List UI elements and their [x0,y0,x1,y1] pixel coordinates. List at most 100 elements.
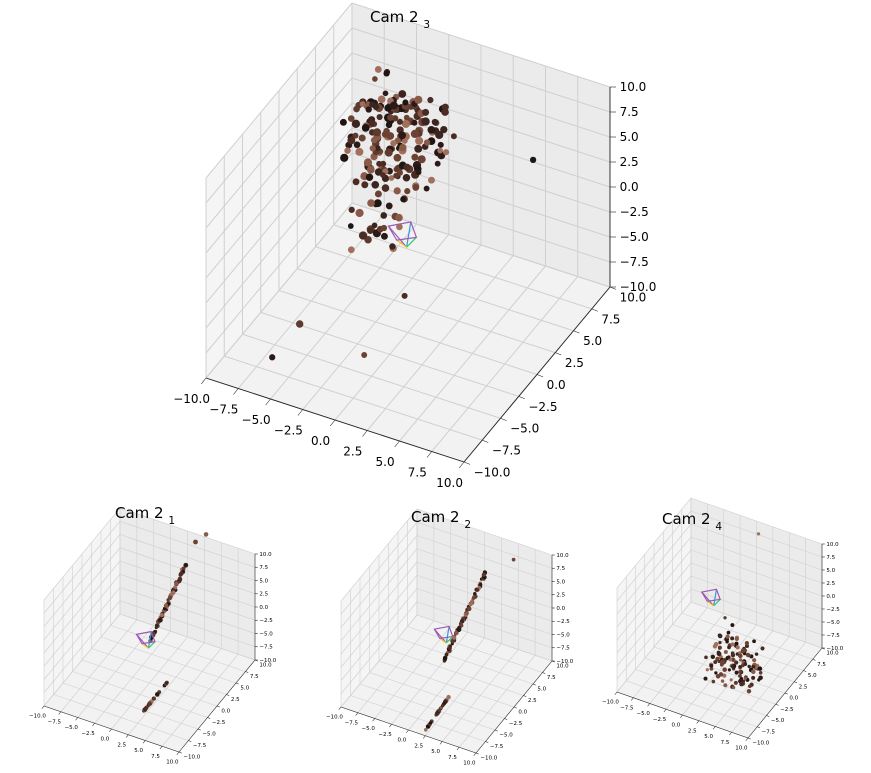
grid-line [616,523,692,615]
data-point [718,672,724,677]
y-tick-label: 0.0 [518,710,527,716]
data-point [411,153,419,161]
data-point [713,660,718,664]
grid-line [340,548,418,641]
x-tick-label: 2.5 [117,742,126,748]
data-point [467,606,472,612]
x-tick [200,377,207,385]
x-tick-label: −7.5 [345,720,359,726]
z-tick-label: 2.5 [556,593,565,599]
x-tick-label: −5.0 [64,725,78,731]
z-tick-label: −7.5 [620,255,649,269]
data-point [203,532,209,537]
y-tick-label: −10.0 [474,465,511,479]
x-tick-label: 0.0 [311,434,330,448]
data-point [396,223,403,231]
data-point [718,640,722,645]
x-tick-label: −7.5 [48,719,62,725]
x-tick [394,440,400,448]
y-tick-label: −5.0 [771,718,785,724]
y-tick-label: 0.0 [221,709,230,715]
x-tick-label: 2.5 [688,728,697,734]
x-tick-label: 2.5 [414,743,423,749]
z-tick-label: 0.0 [620,180,639,194]
data-point [389,243,396,250]
data-point [387,114,394,121]
camera-frustum-edge [713,599,721,607]
data-point [155,623,159,627]
grid-line [351,2,611,88]
grid-line [388,649,524,696]
data-point [339,118,347,126]
data-point [434,160,441,167]
data-point [744,641,749,646]
y-tick [207,717,211,719]
data-point [479,582,483,587]
data-point [411,119,418,126]
x-tick-label: 0.0 [101,737,110,743]
grid-line [690,523,823,571]
grid-line [351,27,611,113]
plot-cam-2-3: −10.0−7.5−5.0−2.50.02.55.07.510.0−10.0−7… [173,2,656,490]
y-tick-label: 2.5 [565,356,584,370]
data-point [727,655,731,659]
x-tick [745,737,749,741]
x-tick [729,732,732,736]
data-point [295,320,304,328]
data-point [367,199,375,207]
x-tick-label: 0.0 [398,738,407,744]
z-tick-label: 0.0 [826,594,835,600]
data-point [347,115,355,122]
grid-line [145,648,222,741]
data-point [738,651,742,655]
data-point [174,581,179,586]
z-tick-label: 5.0 [259,578,268,584]
data-point [351,119,361,128]
y-tick [536,374,544,378]
grid-line [653,646,786,694]
data-point [163,603,169,608]
data-point [427,125,436,134]
camera-frustum-edge [445,626,450,644]
grid-line [100,636,237,684]
data-point [442,655,448,661]
z-tick-label: 10.0 [620,80,647,94]
z-tick-label: 2.5 [826,581,835,587]
y-tick-label: −2.5 [212,720,226,726]
grid-line [351,52,611,138]
camera-frustum-edge [445,636,454,644]
data-point [383,70,390,77]
data-point [714,671,718,675]
data-point [735,645,740,650]
chart-title: Cam 2 3 [370,8,430,31]
grid-line [43,560,121,654]
data-point [752,639,756,644]
x-tick-label: −7.5 [620,705,634,711]
y-tick [513,706,517,709]
y-tick [475,752,479,755]
y-tick-label: −2.5 [528,400,557,414]
data-point [722,667,727,672]
data-point [370,136,378,144]
z-tick-label: −2.5 [556,619,570,625]
grid-line [698,630,774,721]
chart-title: Cam 2 4 [662,510,722,533]
data-point [390,140,397,147]
grid-line [407,626,543,673]
data-point [481,572,486,577]
data-point [450,638,455,644]
x-tick [92,723,95,727]
grid-line [119,534,256,581]
x-tick-label: 10.0 [463,761,476,767]
x-tick-label: 5.0 [704,734,713,740]
data-point [738,658,743,662]
data-point [403,163,411,171]
x-tick [233,388,239,395]
data-point [414,95,423,104]
grid-line [431,276,579,452]
y-tick-label: 2.5 [528,698,537,704]
data-point [359,101,366,107]
data-point [725,634,730,639]
data-point [352,132,359,139]
x-tick [41,705,45,709]
